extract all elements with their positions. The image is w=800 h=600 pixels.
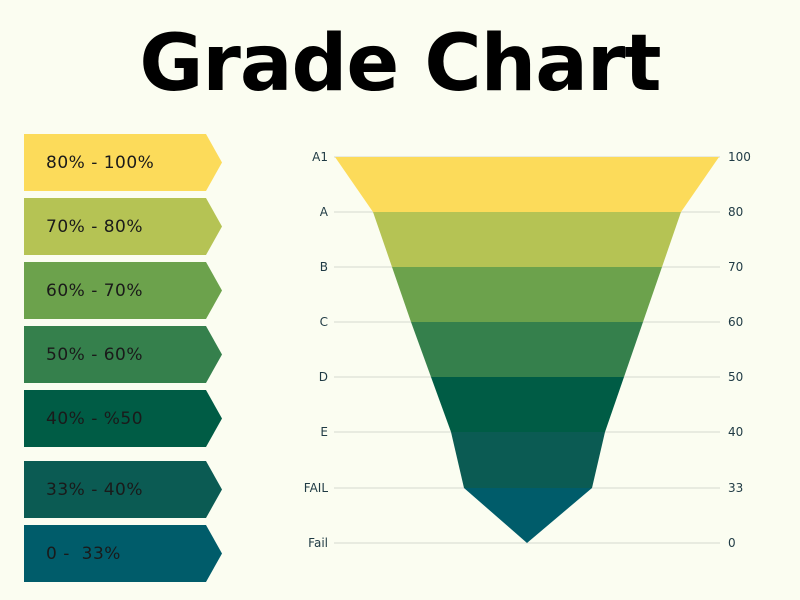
grade-label: FAIL (304, 481, 329, 495)
grade-label: E (320, 425, 328, 439)
legend-item-60-70: 60% - 70% (24, 262, 222, 319)
legend-item-50-60: 50% - 60% (24, 326, 222, 383)
grade-label: A1 (312, 150, 328, 164)
legend-label: 70% - 80% (46, 216, 144, 237)
funnel-band (335, 157, 719, 212)
legend-item-40-50: 40% - %50 (24, 390, 222, 447)
legend-label: 0 - 33% (46, 543, 121, 564)
funnel-band (431, 377, 624, 432)
grade-label: A (320, 205, 329, 219)
legend-item-70-80: 70% - 80% (24, 198, 222, 255)
marks-label: 100 (728, 150, 751, 164)
legend-label: 40% - %50 (46, 408, 144, 429)
marks-label: 33 (728, 481, 743, 495)
marks-label: 70 (728, 260, 743, 274)
grade-label: B (320, 260, 328, 274)
marks-label: 60 (728, 315, 743, 329)
grade-label: Fail (308, 536, 328, 550)
funnel-band (451, 432, 605, 488)
funnel-band (392, 267, 662, 322)
legend-item-80-100: 80% - 100% (24, 134, 222, 191)
legend-label: 80% - 100% (46, 152, 155, 173)
marks-label: 80 (728, 205, 743, 219)
page-title: Grade Chart (139, 19, 661, 109)
grade-label: C (320, 315, 328, 329)
grade-label: D (319, 370, 328, 384)
legend-label: 33% - 40% (46, 479, 144, 500)
funnel-band (464, 488, 592, 543)
legend-item-0-33: 0 - 33% (24, 525, 222, 582)
funnel-band (373, 212, 681, 267)
legend-item-33-40: 33% - 40% (24, 461, 222, 518)
marks-label: 50 (728, 370, 743, 384)
legend-label: 50% - 60% (46, 344, 144, 365)
legend-label: 60% - 70% (46, 280, 144, 301)
marks-label: 40 (728, 425, 743, 439)
marks-label: 0 (728, 536, 736, 550)
funnel-band (411, 322, 643, 377)
